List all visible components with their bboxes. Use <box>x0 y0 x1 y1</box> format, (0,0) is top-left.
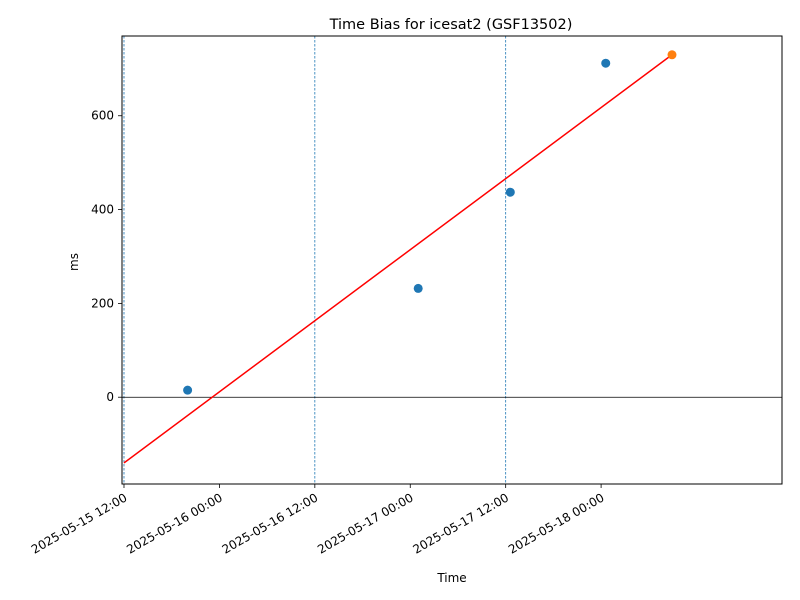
trend-line <box>123 54 673 464</box>
y-tick-label: 600 <box>91 109 114 123</box>
x-tick-label: 2025-05-17 00:00 <box>315 490 416 556</box>
chart-title: Time Bias for icesat2 (GSF13502) <box>329 17 573 33</box>
plot-area <box>122 36 782 484</box>
x-tick-label: 2025-05-17 12:00 <box>411 490 512 556</box>
data-point <box>601 58 611 68</box>
y-tick-label: 200 <box>91 296 114 310</box>
y-tick-label: 400 <box>91 203 114 217</box>
data-point <box>183 385 193 395</box>
x-tick-label: 2025-05-15 12:00 <box>29 490 130 556</box>
data-point <box>505 187 515 197</box>
x-tick-label: 2025-05-16 12:00 <box>220 490 321 556</box>
x-tick-label: 2025-05-18 00:00 <box>506 490 607 556</box>
data-point <box>413 283 423 293</box>
data-point <box>667 50 677 60</box>
x-axis-label: Time <box>436 571 466 585</box>
y-tick-label: 0 <box>106 390 114 404</box>
y-axis-label: ms <box>67 253 81 271</box>
x-tick-label: 2025-05-16 00:00 <box>124 490 225 556</box>
plot-frame <box>121 35 783 485</box>
